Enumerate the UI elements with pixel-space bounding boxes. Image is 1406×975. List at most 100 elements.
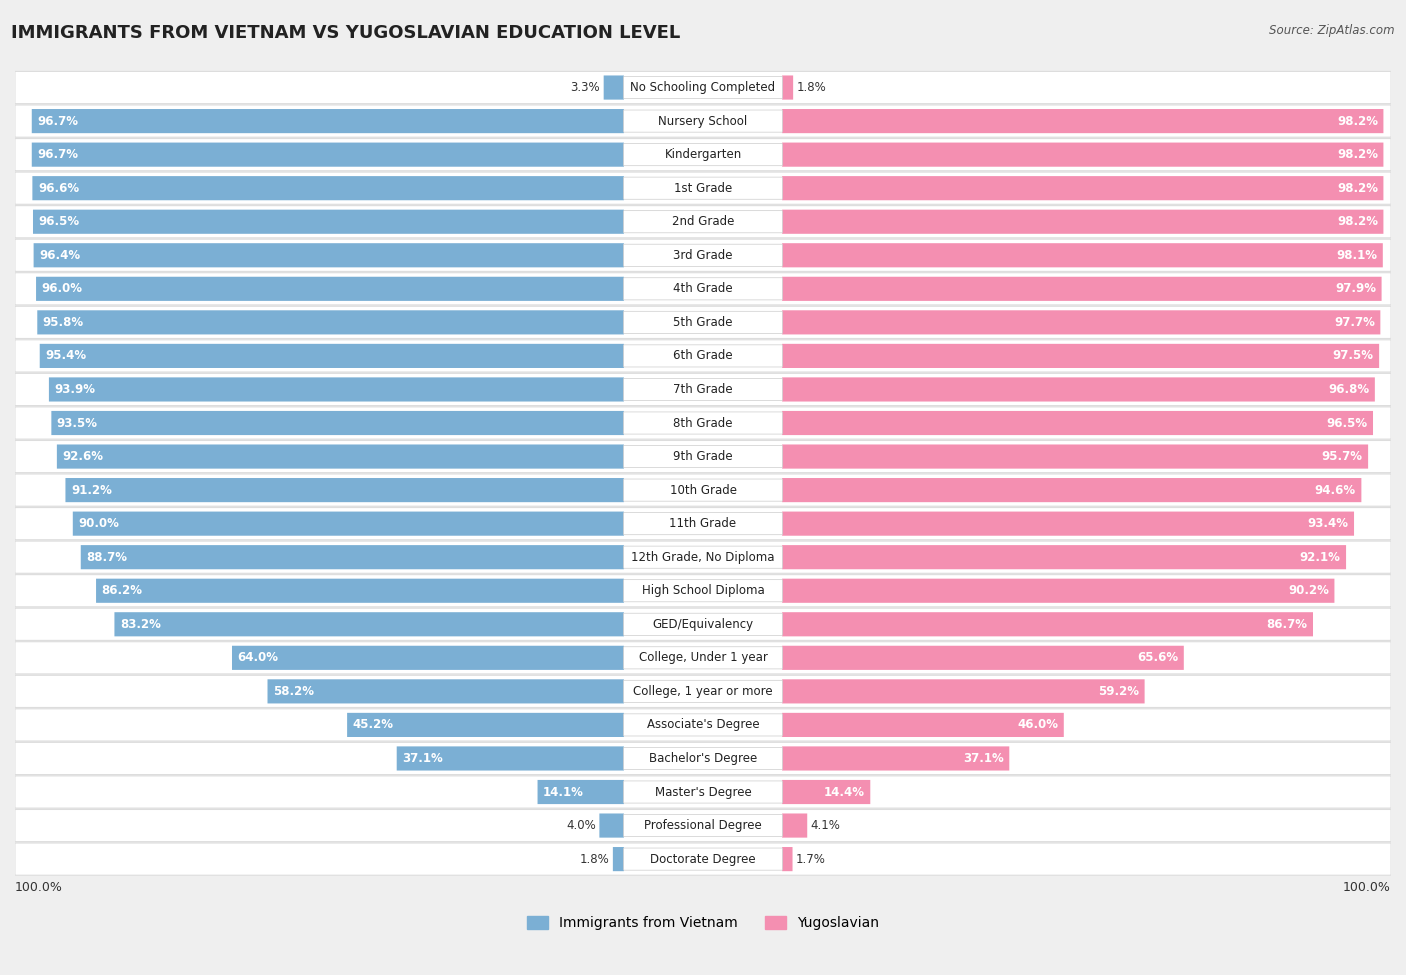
FancyBboxPatch shape [623,580,783,602]
FancyBboxPatch shape [15,172,1391,205]
Text: 8th Grade: 8th Grade [673,416,733,430]
FancyBboxPatch shape [623,848,783,870]
FancyBboxPatch shape [782,310,1381,334]
FancyBboxPatch shape [623,513,783,534]
FancyBboxPatch shape [623,311,783,333]
Text: 3rd Grade: 3rd Grade [673,249,733,261]
Text: 45.2%: 45.2% [353,719,394,731]
FancyBboxPatch shape [32,176,624,200]
FancyBboxPatch shape [15,508,1391,540]
FancyBboxPatch shape [623,211,783,233]
FancyBboxPatch shape [15,809,1391,841]
FancyBboxPatch shape [782,747,1010,770]
Text: Kindergarten: Kindergarten [665,148,741,161]
FancyBboxPatch shape [782,478,1361,502]
FancyBboxPatch shape [623,278,783,300]
FancyBboxPatch shape [39,344,624,368]
Text: 100.0%: 100.0% [1343,881,1391,894]
Text: 92.6%: 92.6% [62,450,104,463]
Text: 95.4%: 95.4% [45,349,86,363]
Text: 98.2%: 98.2% [1337,148,1378,161]
FancyBboxPatch shape [623,110,783,133]
Text: 1.7%: 1.7% [796,852,825,866]
FancyBboxPatch shape [623,681,783,702]
Text: 12th Grade, No Diploma: 12th Grade, No Diploma [631,551,775,564]
FancyBboxPatch shape [782,243,1384,267]
Text: Source: ZipAtlas.com: Source: ZipAtlas.com [1270,24,1395,37]
FancyBboxPatch shape [782,780,870,804]
FancyBboxPatch shape [782,75,793,99]
Text: No Schooling Completed: No Schooling Completed [630,81,776,94]
FancyBboxPatch shape [782,680,1144,703]
FancyBboxPatch shape [782,176,1384,200]
Text: 5th Grade: 5th Grade [673,316,733,329]
Text: Nursery School: Nursery School [658,115,748,128]
FancyBboxPatch shape [347,713,624,737]
Text: Master's Degree: Master's Degree [655,786,751,799]
Text: 97.9%: 97.9% [1336,283,1376,295]
FancyBboxPatch shape [782,377,1375,402]
FancyBboxPatch shape [623,748,783,769]
Text: 96.5%: 96.5% [38,215,80,228]
FancyBboxPatch shape [15,71,1391,103]
Text: Professional Degree: Professional Degree [644,819,762,832]
Text: 2nd Grade: 2nd Grade [672,215,734,228]
FancyBboxPatch shape [15,474,1391,506]
FancyBboxPatch shape [782,344,1379,368]
Text: College, Under 1 year: College, Under 1 year [638,651,768,664]
Text: 58.2%: 58.2% [273,684,314,698]
Text: High School Diploma: High School Diploma [641,584,765,598]
FancyBboxPatch shape [15,676,1391,708]
Text: 96.0%: 96.0% [42,283,83,295]
FancyBboxPatch shape [15,206,1391,238]
FancyBboxPatch shape [15,441,1391,473]
FancyBboxPatch shape [232,645,624,670]
Text: 37.1%: 37.1% [402,752,443,765]
Text: 64.0%: 64.0% [238,651,278,664]
FancyBboxPatch shape [623,814,783,837]
Text: 10th Grade: 10th Grade [669,484,737,496]
Text: 7th Grade: 7th Grade [673,383,733,396]
Text: 100.0%: 100.0% [15,881,63,894]
FancyBboxPatch shape [599,813,624,838]
FancyBboxPatch shape [623,613,783,636]
FancyBboxPatch shape [782,512,1354,535]
FancyBboxPatch shape [603,75,624,99]
Text: 1.8%: 1.8% [797,81,827,94]
Text: 86.2%: 86.2% [101,584,142,598]
FancyBboxPatch shape [15,742,1391,774]
FancyBboxPatch shape [623,177,783,199]
FancyBboxPatch shape [15,541,1391,573]
Text: 93.9%: 93.9% [55,383,96,396]
FancyBboxPatch shape [782,445,1368,469]
Text: 93.4%: 93.4% [1308,517,1348,530]
FancyBboxPatch shape [782,410,1374,435]
Text: 11th Grade: 11th Grade [669,517,737,530]
FancyBboxPatch shape [38,310,624,334]
Text: 65.6%: 65.6% [1137,651,1178,664]
FancyBboxPatch shape [15,306,1391,338]
FancyBboxPatch shape [623,143,783,166]
Text: 90.0%: 90.0% [79,517,120,530]
Text: 14.4%: 14.4% [824,786,865,799]
FancyBboxPatch shape [15,709,1391,741]
FancyBboxPatch shape [782,578,1334,603]
FancyBboxPatch shape [623,479,783,501]
Text: 86.7%: 86.7% [1267,618,1308,631]
FancyBboxPatch shape [537,780,624,804]
FancyBboxPatch shape [15,105,1391,137]
Text: 94.6%: 94.6% [1315,484,1355,496]
FancyBboxPatch shape [782,210,1384,234]
FancyBboxPatch shape [15,776,1391,808]
Text: 97.7%: 97.7% [1334,316,1375,329]
FancyBboxPatch shape [96,578,624,603]
Text: 90.2%: 90.2% [1288,584,1329,598]
FancyBboxPatch shape [80,545,624,569]
Text: Doctorate Degree: Doctorate Degree [650,852,756,866]
Text: 59.2%: 59.2% [1098,684,1139,698]
Text: 96.6%: 96.6% [38,181,79,195]
Text: 37.1%: 37.1% [963,752,1004,765]
FancyBboxPatch shape [32,109,624,134]
FancyBboxPatch shape [49,377,624,402]
Text: 46.0%: 46.0% [1018,719,1059,731]
